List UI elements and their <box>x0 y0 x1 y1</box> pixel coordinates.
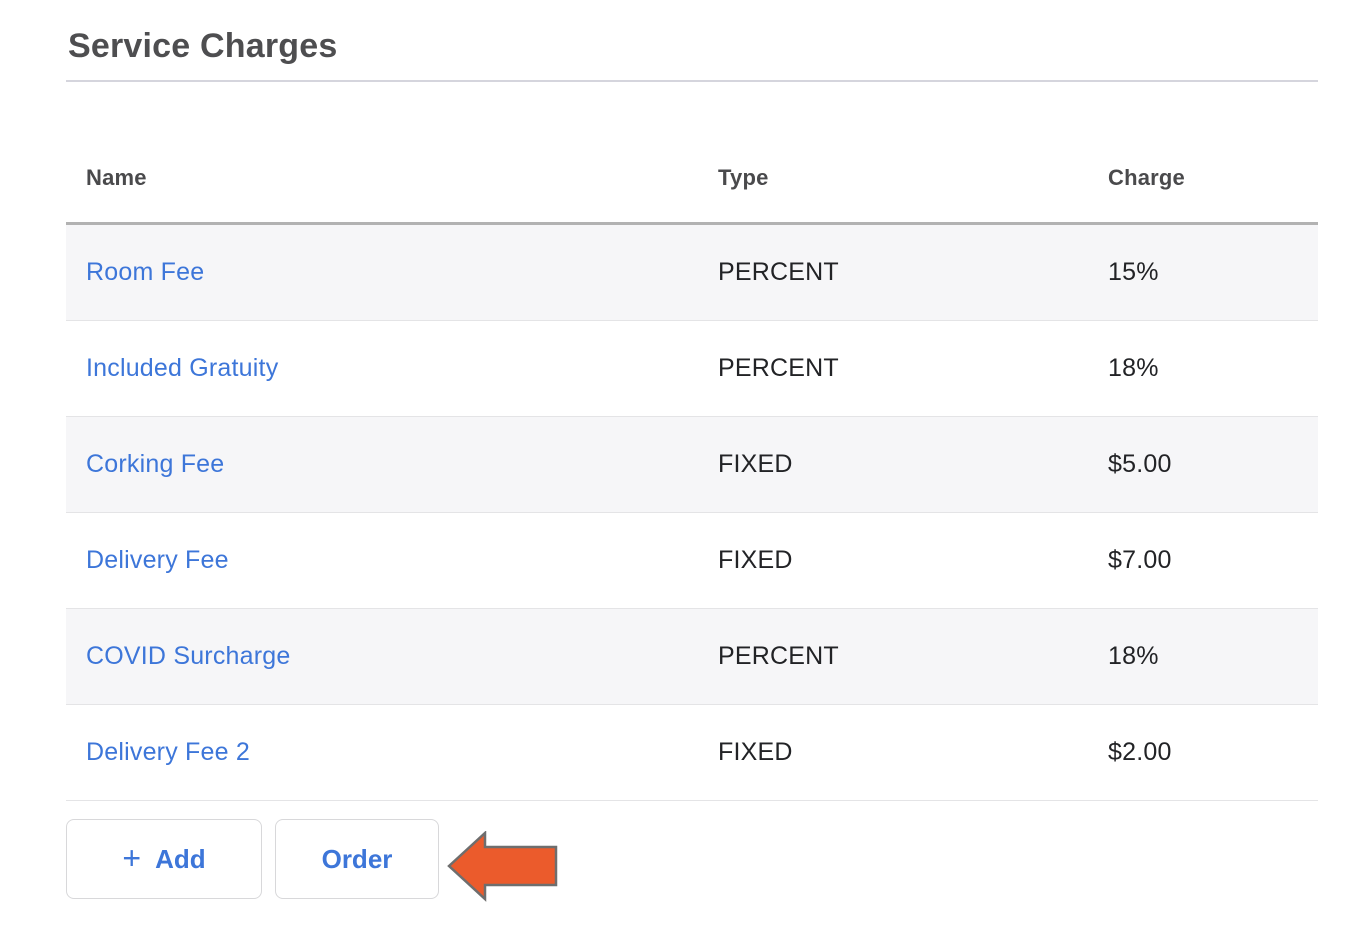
add-button[interactable]: + Add <box>66 819 262 899</box>
table-row: Delivery Fee 2 FIXED $2.00 <box>66 705 1318 801</box>
charge-type-cell: PERCENT <box>718 258 839 286</box>
charge-value-cell: 18% <box>1108 354 1159 382</box>
charge-type-cell: FIXED <box>718 546 793 574</box>
order-button-label: Order <box>321 843 393 874</box>
charge-value-cell: $7.00 <box>1108 546 1172 574</box>
order-button[interactable]: Order <box>275 819 439 899</box>
column-header-name: Name <box>86 165 147 190</box>
add-button-label: Add <box>155 843 206 874</box>
table-row: Delivery Fee FIXED $7.00 <box>66 513 1318 609</box>
charge-value-cell: $2.00 <box>1108 738 1172 766</box>
service-charges-table: Name Type Charge Room Fee PERCENT 15% In… <box>66 82 1318 801</box>
service-charge-link[interactable]: COVID Surcharge <box>86 642 291 670</box>
page-title: Service Charges <box>66 0 1318 82</box>
service-charge-link[interactable]: Corking Fee <box>86 450 225 478</box>
service-charge-link[interactable]: Delivery Fee 2 <box>86 738 250 766</box>
table-row: Included Gratuity PERCENT 18% <box>66 321 1318 417</box>
annotation-left-arrow-icon <box>447 831 558 902</box>
table-actions: + Add Order <box>66 819 1318 902</box>
service-charge-link[interactable]: Room Fee <box>86 258 205 286</box>
table-row: Corking Fee FIXED $5.00 <box>66 417 1318 513</box>
charge-value-cell: 15% <box>1108 258 1159 286</box>
arrow-shape <box>447 831 558 902</box>
column-header-type: Type <box>718 165 769 190</box>
service-charge-link[interactable]: Delivery Fee <box>86 546 229 574</box>
charge-type-cell: PERCENT <box>718 642 839 670</box>
table-row: COVID Surcharge PERCENT 18% <box>66 609 1318 705</box>
table-body: Room Fee PERCENT 15% Included Gratuity P… <box>66 225 1318 801</box>
charge-value-cell: $5.00 <box>1108 450 1172 478</box>
table-row: Room Fee PERCENT 15% <box>66 225 1318 321</box>
charge-type-cell: PERCENT <box>718 354 839 382</box>
service-charge-link[interactable]: Included Gratuity <box>86 354 279 382</box>
charge-type-cell: FIXED <box>718 450 793 478</box>
charge-value-cell: 18% <box>1108 642 1159 670</box>
plus-icon: + <box>122 840 142 876</box>
charge-type-cell: FIXED <box>718 738 793 766</box>
column-header-charge: Charge <box>1108 165 1185 190</box>
table-header-row: Name Type Charge <box>66 82 1318 225</box>
